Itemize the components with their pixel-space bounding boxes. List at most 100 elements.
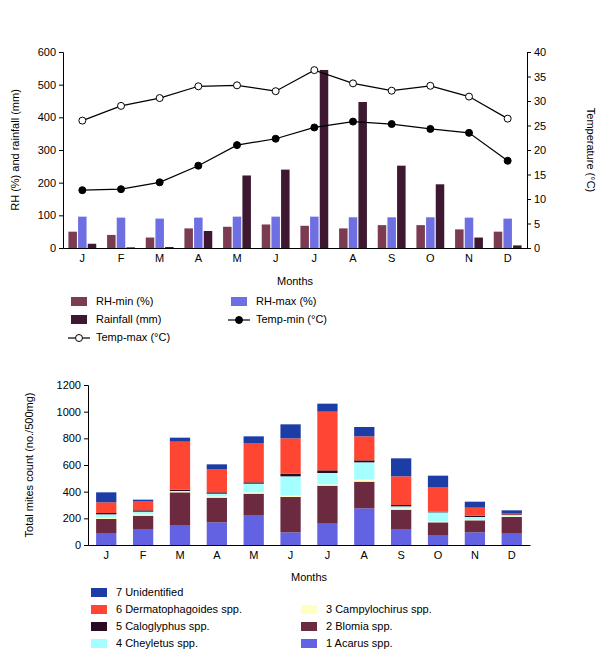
bar bbox=[494, 232, 503, 248]
tick: N bbox=[465, 252, 473, 264]
legend-swatch bbox=[91, 605, 107, 614]
bar bbox=[207, 496, 227, 497]
marker bbox=[79, 187, 86, 194]
legend-swatch bbox=[91, 622, 107, 631]
tick-label: 15 bbox=[534, 169, 546, 181]
axis-line bbox=[64, 248, 528, 249]
bar bbox=[68, 232, 77, 248]
tick-label: O bbox=[434, 549, 443, 561]
tick-label: 600 bbox=[63, 459, 81, 471]
tick: 600 bbox=[38, 46, 63, 58]
bar bbox=[320, 70, 329, 248]
tick-mark bbox=[59, 183, 63, 184]
marker bbox=[466, 129, 473, 136]
tick-label: M bbox=[232, 252, 241, 264]
bar bbox=[317, 404, 337, 412]
bar bbox=[310, 217, 319, 248]
bar bbox=[428, 535, 448, 545]
axis-line bbox=[59, 53, 64, 249]
marker bbox=[504, 115, 511, 122]
x-axis: JFMAMJJASOND bbox=[89, 546, 531, 561]
marker bbox=[427, 82, 434, 89]
bar bbox=[223, 227, 232, 248]
bar bbox=[428, 487, 448, 512]
bar bbox=[280, 474, 300, 477]
x-axis: JFMAMJJASOND bbox=[64, 249, 528, 264]
bar bbox=[133, 510, 153, 511]
legend-label: 6 Dermatophagoides spp. bbox=[116, 603, 242, 615]
tick: 400 bbox=[38, 111, 63, 123]
tick: F bbox=[140, 549, 147, 561]
bar bbox=[244, 492, 264, 493]
bar bbox=[391, 508, 411, 509]
bar bbox=[465, 502, 485, 508]
legend-item: 4 Cheyletus spp. bbox=[91, 637, 198, 649]
line bbox=[82, 70, 507, 120]
y-axis: 0100200300400500600 bbox=[38, 46, 64, 254]
legend-label: RH-min (%) bbox=[96, 295, 153, 307]
bar bbox=[271, 217, 280, 248]
bar bbox=[387, 217, 396, 248]
tick: 25 bbox=[527, 120, 546, 132]
tick: J bbox=[80, 252, 86, 264]
tick-label: 20 bbox=[534, 144, 546, 156]
bar bbox=[465, 517, 485, 520]
tick-label: J bbox=[80, 252, 86, 264]
bar bbox=[133, 500, 153, 501]
tick: M bbox=[249, 549, 258, 561]
tick: J bbox=[103, 549, 109, 561]
bar bbox=[96, 519, 116, 533]
tick: J bbox=[288, 549, 294, 561]
tick-label: A bbox=[349, 252, 357, 264]
tick-label: 0 bbox=[75, 539, 81, 551]
bar bbox=[96, 513, 116, 514]
tick-mark bbox=[527, 52, 531, 53]
tick-label: M bbox=[155, 252, 164, 264]
tick-label: J bbox=[325, 549, 331, 561]
tick-label: 0 bbox=[50, 242, 56, 254]
bar bbox=[391, 505, 411, 506]
legend-item: 7 Unidentified bbox=[91, 586, 183, 598]
bar bbox=[170, 492, 190, 525]
bar bbox=[416, 225, 425, 248]
tick-label: M bbox=[175, 549, 184, 561]
tick-label: S bbox=[397, 549, 404, 561]
tick-mark bbox=[59, 248, 63, 249]
bar bbox=[502, 534, 522, 545]
tick-label: 0 bbox=[534, 242, 540, 254]
bar bbox=[391, 510, 411, 529]
chart: 01002003004005006000510152025303540JFMAM… bbox=[9, 46, 597, 343]
legend-label: Rainfall (mm) bbox=[96, 313, 161, 325]
legend-label: 5 Caloglyphus spp. bbox=[116, 620, 210, 632]
tick: D bbox=[508, 549, 516, 561]
legend-swatch bbox=[301, 639, 317, 648]
tick: 10 bbox=[527, 193, 546, 205]
plot-area bbox=[68, 67, 521, 248]
tick-mark bbox=[527, 101, 531, 102]
tick: 0 bbox=[75, 539, 88, 551]
bar bbox=[455, 229, 464, 248]
tick-mark bbox=[527, 126, 531, 127]
tick: 200 bbox=[38, 177, 63, 189]
tick-mark bbox=[59, 117, 63, 118]
legend-item: Rainfall (mm) bbox=[71, 313, 161, 325]
tick-label: 40 bbox=[534, 46, 546, 58]
bar bbox=[244, 482, 264, 483]
legend-item: RH-min (%) bbox=[71, 295, 153, 307]
bar bbox=[300, 226, 309, 248]
legend-item: Temp-max (°C) bbox=[68, 331, 170, 343]
tick-label: F bbox=[118, 252, 125, 264]
bar bbox=[96, 502, 116, 513]
tick: S bbox=[388, 252, 395, 264]
marker bbox=[272, 135, 279, 142]
bar bbox=[280, 476, 300, 495]
bar bbox=[502, 515, 522, 516]
bar bbox=[194, 218, 203, 248]
tick-mark bbox=[527, 248, 531, 249]
bar bbox=[133, 516, 153, 529]
plot-area bbox=[96, 404, 522, 545]
bar bbox=[244, 443, 264, 482]
legend-swatch bbox=[71, 315, 87, 324]
marker bbox=[118, 186, 125, 193]
tick: O bbox=[426, 252, 435, 264]
